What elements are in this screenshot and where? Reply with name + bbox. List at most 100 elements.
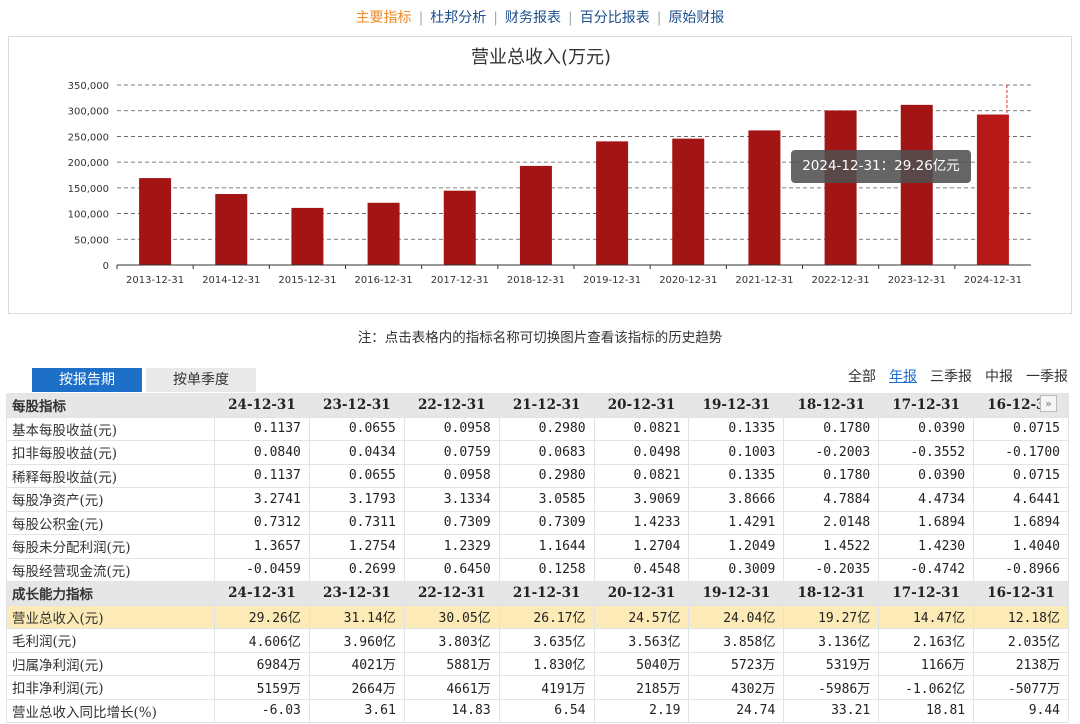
- table-cell: 0.2980: [498, 463, 595, 488]
- table-cell: 1.4040: [973, 534, 1070, 559]
- bar-2022-12-31[interactable]: [824, 110, 857, 265]
- indicator-name[interactable]: 扣非净利润(元): [6, 675, 215, 700]
- section-title: 成长能力指标: [6, 581, 215, 606]
- table-row: 营业总收入同比增长(%) -6.03 3.61 14.83 6.54 2.19 24.74 3…: [6, 698, 1070, 723]
- bar-2024-12-31[interactable]: [976, 114, 1009, 266]
- table-cell: -5077万: [973, 675, 1070, 700]
- table-cell: -5986万: [783, 675, 880, 700]
- table-cell: 0.0683: [498, 440, 595, 465]
- table-row: 每股经营现金流(元) -0.0459 0.2699 0.6450 0.1258 0.454…: [6, 557, 1070, 582]
- chart-note: 注：点击表格内的指标名称可切换图片查看该指标的历史趋势: [357, 330, 723, 346]
- table-cell: 0.0821: [593, 463, 690, 488]
- period-filter-item-0[interactable]: 全部: [848, 369, 876, 385]
- column-header: 18-12-31: [783, 581, 880, 606]
- table-cell: 5159万: [214, 675, 310, 700]
- table-row: 毛利润(元) 4.606亿 3.960亿 3.803亿 3.635亿 3.563亿 3.85…: [6, 628, 1070, 653]
- indicator-name[interactable]: 每股未分配利润(元): [6, 534, 215, 559]
- table-cell: 1.4522: [783, 534, 880, 559]
- x-tick-label: 2013-12-31: [126, 275, 184, 286]
- nav-item-1[interactable]: 杜邦分析: [430, 10, 487, 26]
- column-header: 17-12-31: [878, 393, 975, 418]
- y-tick-label: 300,000: [68, 107, 109, 118]
- table-cell: -0.4742: [878, 557, 975, 582]
- indicator-name[interactable]: 毛利润(元): [6, 628, 215, 653]
- table-cell: 0.7309: [498, 510, 595, 535]
- bar-2018-12-31[interactable]: [519, 165, 552, 265]
- table-row: 扣非每股收益(元) 0.0840 0.0434 0.0759 0.0683 0.0498 0…: [6, 440, 1070, 465]
- x-tick-label: 2015-12-31: [278, 275, 336, 286]
- table-cell: 1.1644: [498, 534, 595, 559]
- indicator-name[interactable]: 每股公积金(元): [6, 510, 215, 535]
- table-cell: 3.8666: [688, 487, 785, 512]
- table-cell: 29.26亿: [214, 604, 310, 629]
- nav-item-4[interactable]: 原始财报: [668, 10, 725, 26]
- period-filter-item-3[interactable]: 中报: [985, 369, 1013, 385]
- bar-2016-12-31[interactable]: [367, 202, 400, 265]
- table-cell: 3.803亿: [403, 628, 500, 653]
- column-header: 18-12-31: [783, 393, 880, 418]
- nav-item-3[interactable]: 百分比报表: [579, 10, 650, 26]
- table-cell: 3.635亿: [498, 628, 595, 653]
- tab-by-report-period[interactable]: 按报告期: [32, 368, 142, 392]
- table-cell: 0.3009: [688, 557, 785, 582]
- period-filter-item-2[interactable]: 三季报: [930, 369, 972, 385]
- table-cell: 30.05亿: [403, 604, 500, 629]
- indicator-name[interactable]: 营业总收入同比增长(%): [6, 698, 215, 723]
- table-cell: 1.830亿: [498, 651, 595, 676]
- table-cell: 0.0390: [878, 463, 975, 488]
- table-cell: 5319万: [783, 651, 880, 676]
- table-cell: 2.19: [593, 698, 690, 723]
- tab-by-single-quarter[interactable]: 按单季度: [146, 368, 256, 392]
- bar-2020-12-31[interactable]: [672, 138, 705, 265]
- column-header: 24-12-31: [214, 393, 310, 418]
- table-cell: -1.062亿: [878, 675, 975, 700]
- table-cell: 2.163亿: [878, 628, 975, 653]
- table-cell: -0.2003: [783, 440, 880, 465]
- y-tick-label: 0: [103, 261, 109, 272]
- table-cell: 18.81: [878, 698, 975, 723]
- nav-item-0[interactable]: 主要指标: [355, 10, 412, 26]
- indicator-name[interactable]: 归属净利润(元): [6, 651, 215, 676]
- table-cell: 0.1335: [688, 463, 785, 488]
- period-filter-item-1[interactable]: 年报: [889, 369, 917, 385]
- section-title: 每股指标: [6, 393, 215, 418]
- chart-tooltip: 2024-12-31：29.26亿元: [791, 150, 971, 183]
- table-row: 归属净利润(元) 6984万 4021万 5881万 1.830亿 5040万 5723万 5…: [6, 651, 1070, 676]
- table-cell: 2185万: [593, 675, 690, 700]
- table-cell: 3.563亿: [593, 628, 690, 653]
- indicator-name[interactable]: 稀释每股收益(元): [6, 463, 215, 488]
- bar-2019-12-31[interactable]: [596, 141, 629, 265]
- table-cell: 1.4291: [688, 510, 785, 535]
- table-cell: 0.0655: [308, 416, 405, 441]
- x-tick-label: 2016-12-31: [355, 275, 413, 286]
- indicator-name[interactable]: 基本每股收益(元): [6, 416, 215, 441]
- table-cell: 3.960亿: [308, 628, 405, 653]
- x-tick-label: 2024-12-31: [964, 275, 1022, 286]
- bar-2017-12-31[interactable]: [443, 190, 476, 265]
- table-cell: 3.9069: [593, 487, 690, 512]
- table-cell: 4.4734: [878, 487, 975, 512]
- bar-2021-12-31[interactable]: [748, 130, 781, 265]
- table-cell: 0.1780: [783, 416, 880, 441]
- column-header: 17-12-31: [878, 581, 975, 606]
- indicator-name[interactable]: 营业总收入(元): [6, 604, 215, 629]
- table-row: 营业总收入(元) 29.26亿 31.14亿 30.05亿 26.17亿 24.57亿 24…: [6, 604, 1070, 629]
- period-filter-item-4[interactable]: 一季报: [1026, 369, 1068, 385]
- table-cell: 0.4548: [593, 557, 690, 582]
- table-cell: -6.03: [214, 698, 310, 723]
- nav-item-2[interactable]: 财务报表: [505, 10, 561, 26]
- indicator-name[interactable]: 每股经营现金流(元): [6, 557, 215, 582]
- scroll-right-button[interactable]: »: [1040, 395, 1057, 412]
- indicator-name[interactable]: 扣非每股收益(元): [6, 440, 215, 465]
- bar-2013-12-31[interactable]: [139, 178, 172, 265]
- table-section-header: 每股指标 24-12-31 23-12-31 22-12-31 21-12-31 20-1…: [6, 393, 1070, 418]
- table-cell: 1.4233: [593, 510, 690, 535]
- table-cell: 0.1258: [498, 557, 595, 582]
- column-header: 23-12-31: [308, 393, 405, 418]
- bar-2014-12-31[interactable]: [215, 194, 248, 265]
- nav-separator: |: [493, 10, 498, 26]
- bar-2023-12-31[interactable]: [900, 104, 933, 265]
- indicator-name[interactable]: 每股净资产(元): [6, 487, 215, 512]
- table-cell: 31.14亿: [308, 604, 405, 629]
- bar-2015-12-31[interactable]: [291, 207, 324, 265]
